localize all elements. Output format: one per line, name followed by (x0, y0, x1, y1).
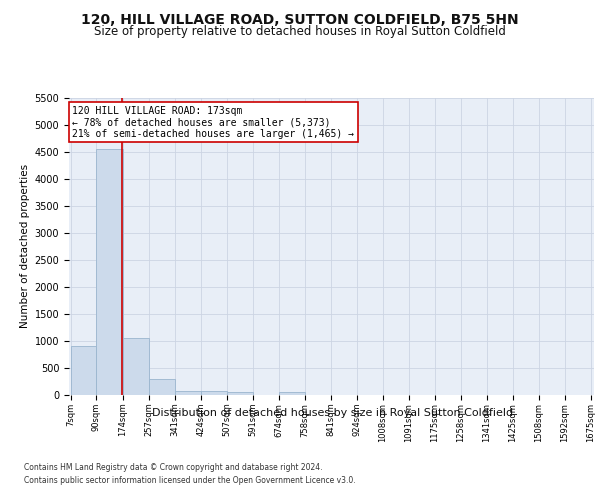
Text: Contains public sector information licensed under the Open Government Licence v3: Contains public sector information licen… (24, 476, 356, 485)
Text: 120, HILL VILLAGE ROAD, SUTTON COLDFIELD, B75 5HN: 120, HILL VILLAGE ROAD, SUTTON COLDFIELD… (81, 12, 519, 26)
Bar (278, 392, 305, 395)
Bar (227, 392, 253, 395)
Bar (122, 338, 149, 395)
Text: 120 HILL VILLAGE ROAD: 173sqm
← 78% of detached houses are smaller (5,373)
21% o: 120 HILL VILLAGE ROAD: 173sqm ← 78% of d… (72, 106, 354, 139)
Bar (175, 390, 200, 395)
Text: Size of property relative to detached houses in Royal Sutton Coldfield: Size of property relative to detached ho… (94, 25, 506, 38)
Bar (149, 379, 175, 395)
Text: Contains HM Land Registry data © Crown copyright and database right 2024.: Contains HM Land Registry data © Crown c… (24, 464, 323, 472)
Bar (71, 346, 97, 395)
Bar (200, 392, 227, 395)
Bar (97, 149, 122, 395)
Y-axis label: Number of detached properties: Number of detached properties (20, 164, 31, 328)
Text: Distribution of detached houses by size in Royal Sutton Coldfield: Distribution of detached houses by size … (152, 408, 514, 418)
